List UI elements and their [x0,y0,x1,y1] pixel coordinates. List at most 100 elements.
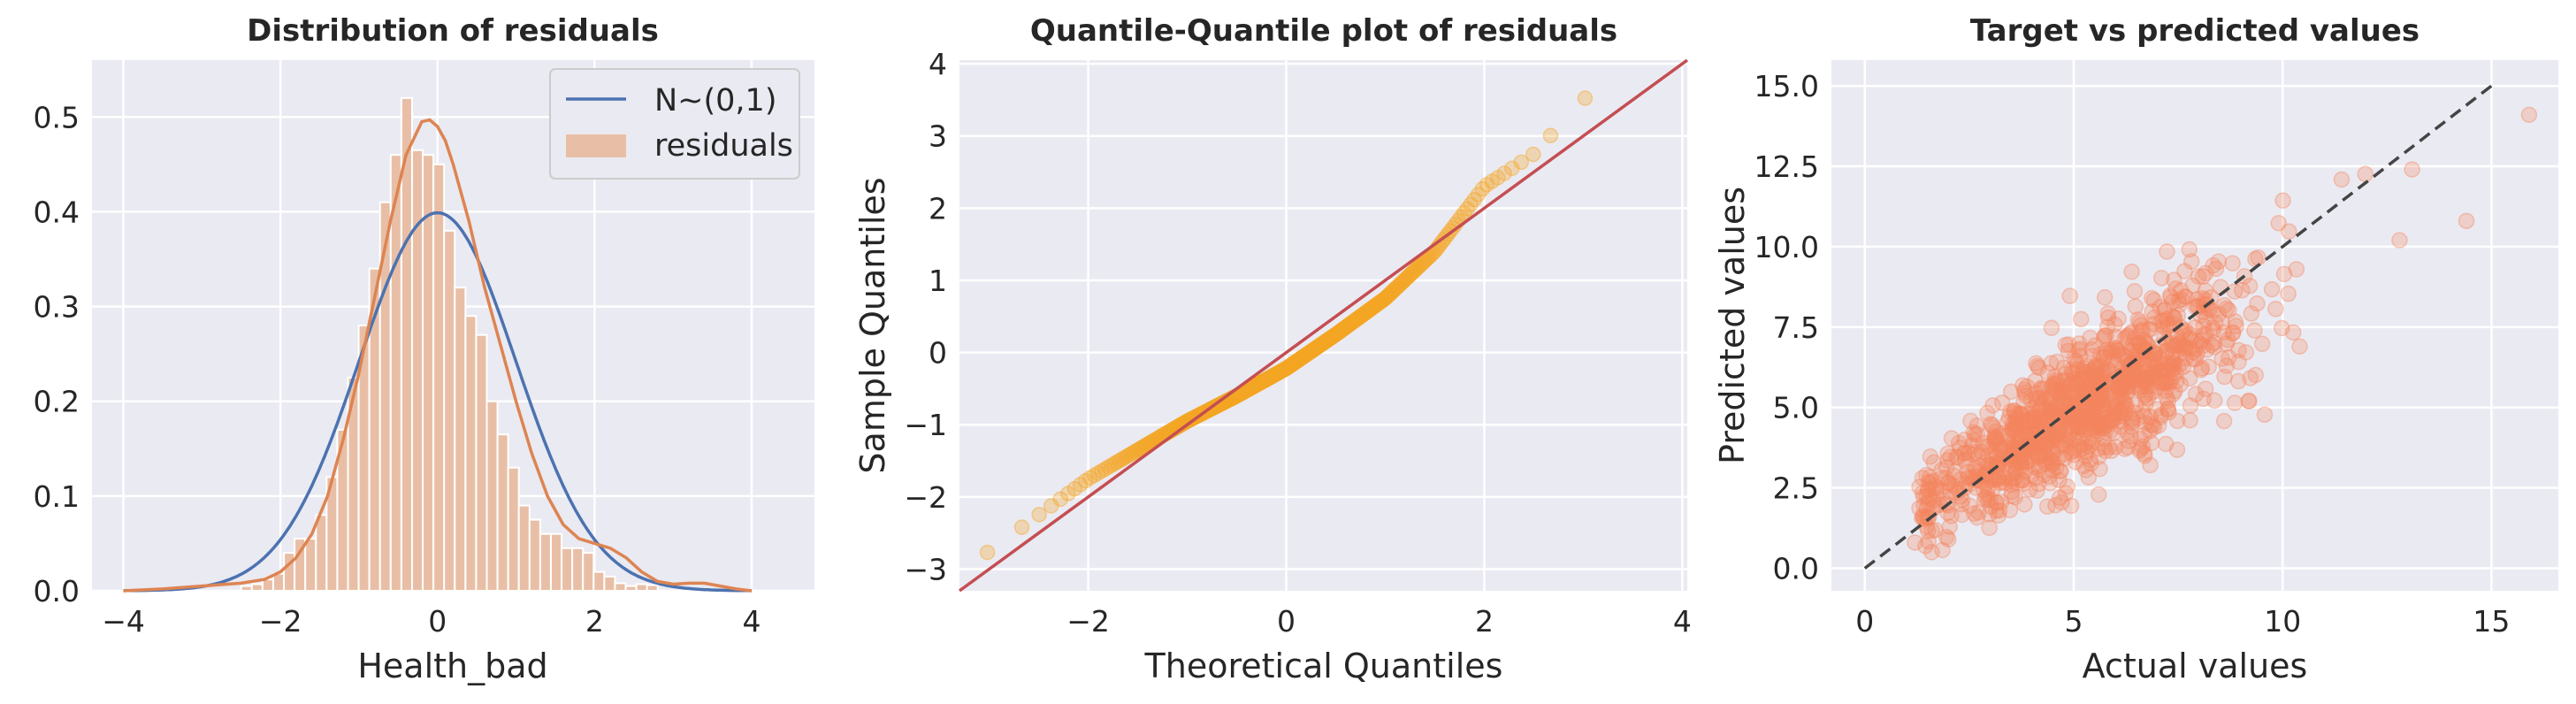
prediction-point [2023,400,2041,417]
prediction-point [1988,494,2005,511]
prediction-point [2281,223,2297,240]
prediction-point [2152,337,2169,355]
prediction-point [2187,318,2204,336]
qq-point [1279,360,1296,376]
prediction-point [1921,508,1938,525]
prediction-point [1990,469,2007,486]
prediction-point [2016,381,2033,398]
prediction-point [1955,445,1973,462]
prediction-point [2073,418,2091,435]
prediction-point [2181,370,2198,387]
prediction-point [2157,319,2175,337]
prediction-point [1956,431,1973,448]
qq-point [1393,276,1409,292]
histogram-bar [614,582,627,593]
prediction-point [2010,428,2028,445]
prediction-point [2028,390,2045,407]
prediction-point [2054,391,2072,408]
prediction-point [2045,428,2061,445]
qq-point [1375,292,1391,308]
prediction-point [2136,331,2153,348]
prediction-point [2142,456,2159,474]
y-tick-label: 0.5 [34,100,80,134]
prediction-point [2182,253,2200,270]
prediction-point [2127,348,2144,366]
prediction-point [2182,340,2198,357]
prediction-point [2122,417,2140,435]
qq-point [1360,302,1377,319]
qq-point [1302,344,1318,361]
prediction-point [2127,361,2144,378]
qq-point [1324,329,1341,345]
prediction-point [2134,403,2151,420]
prediction-point [2042,427,2060,444]
qq-point [1284,356,1300,372]
prediction-point [2110,375,2127,393]
prediction-point [2018,425,2036,441]
prediction-point [2191,335,2208,353]
qq-point [1387,281,1403,297]
prediction-point [2095,402,2113,420]
x-axis-label-3: Actual values [2083,647,2308,685]
prediction-point [1972,457,1989,474]
x-tick-label: 2 [1475,604,1494,639]
qq-point [1326,327,1343,343]
prediction-point [1937,470,1954,486]
qq-point [1268,366,1284,382]
prediction-point [2051,424,2068,441]
qq-point [1308,340,1325,356]
prediction-point [2175,340,2193,357]
qq-point [1136,438,1153,455]
prediction-point [2058,432,2075,449]
qq-point [1281,358,1298,374]
prediction-point [2182,330,2200,348]
prediction-point [2055,359,2073,376]
prediction-point [1956,453,1974,470]
prediction-point [1993,394,2011,411]
qq-point [1406,263,1422,279]
qq-point [1294,349,1311,366]
prediction-point [2138,378,2155,395]
qq-point [1366,298,1383,314]
qq-point [1542,127,1559,144]
prediction-point [2153,270,2170,287]
prediction-point [2075,363,2092,380]
qq-point [1269,365,1286,381]
prediction-point [1984,480,2001,498]
prediction-point [2182,397,2199,414]
grid-3 [1831,60,2558,591]
prediction-point [2092,357,2110,375]
prediction-point [1957,450,1974,468]
qq-point [1376,291,1393,307]
prediction-point [2171,334,2188,352]
prediction-point [2082,404,2098,422]
prediction-point [2136,445,2153,463]
histogram-bar [507,466,520,593]
prediction-point [2022,413,2039,430]
prediction-point [2123,410,2141,427]
qq-point [1334,322,1349,339]
qq-point [1290,352,1306,368]
prediction-point [2130,334,2147,351]
prediction-point [2022,430,2038,447]
prediction-point [2106,406,2124,423]
prediction-point [2063,372,2080,390]
prediction-point [2069,418,2086,435]
prediction-point [2280,285,2297,302]
qq-point [1303,344,1319,360]
prediction-point [2047,459,2065,476]
x-tick-label: 0 [428,604,447,639]
prediction-point [2068,393,2085,410]
prediction-point [2046,368,2063,386]
prediction-point [2007,417,2024,435]
qq-point [1259,371,1276,386]
prediction-point [1994,450,2012,467]
prediction-point [2076,448,2094,465]
x-tick-label: −2 [259,604,302,639]
prediction-point [1924,492,1942,509]
qq-point [1399,270,1415,286]
prediction-point [2071,416,2089,432]
prediction-point [2137,363,2154,379]
prediction-point [1994,425,2012,442]
prediction-point [2148,357,2165,374]
